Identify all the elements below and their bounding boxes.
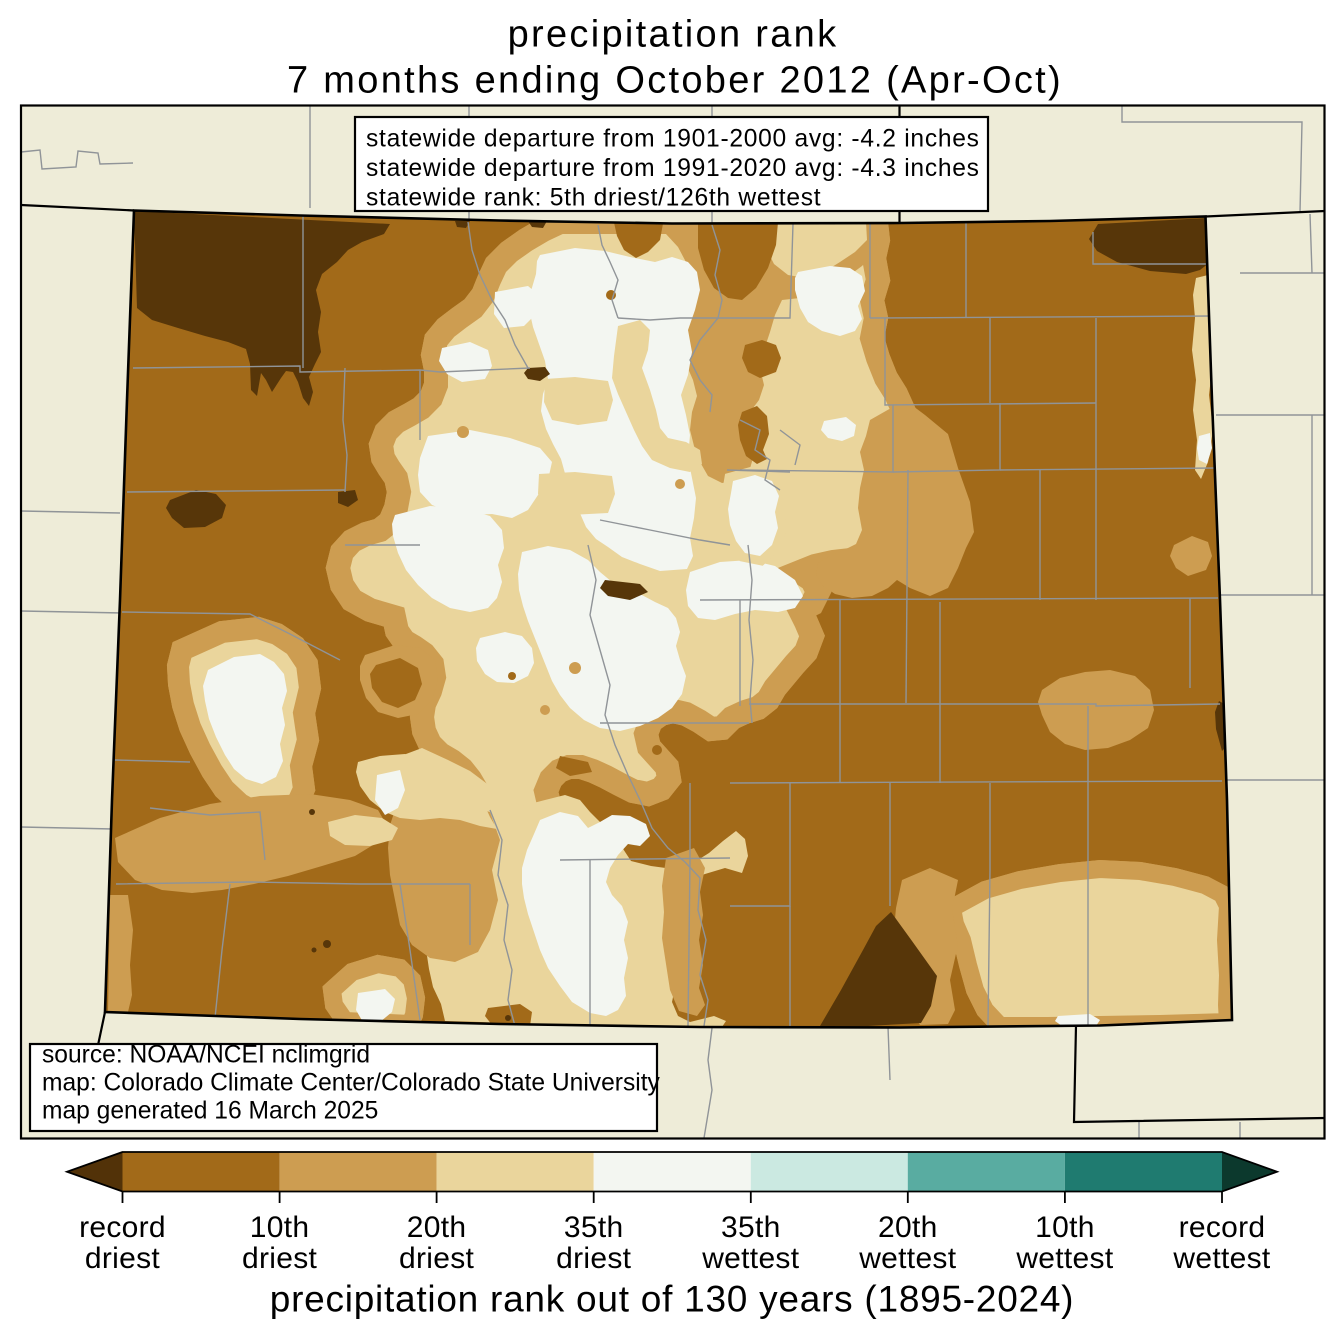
svg-text:driest: driest xyxy=(242,1242,318,1275)
svg-text:wettest: wettest xyxy=(701,1242,800,1275)
svg-text:wettest: wettest xyxy=(858,1242,957,1275)
svg-text:statewide departure from 1991-: statewide departure from 1991-2020 avg: … xyxy=(366,155,980,182)
svg-text:driest: driest xyxy=(556,1242,632,1275)
svg-text:wettest: wettest xyxy=(1172,1242,1271,1275)
svg-text:statewide departure from 1901-: statewide departure from 1901-2000 avg: … xyxy=(366,126,980,153)
svg-text:wettest: wettest xyxy=(1015,1242,1114,1275)
svg-text:record: record xyxy=(79,1211,166,1244)
svg-text:precipitation rank out of 130: precipitation rank out of 130 years (189… xyxy=(270,1279,1075,1320)
svg-text:35th: 35th xyxy=(721,1211,781,1244)
svg-text:driest: driest xyxy=(85,1242,161,1275)
svg-text:map generated 16 March 2025: map generated 16 March 2025 xyxy=(42,1098,378,1125)
svg-text:20th: 20th xyxy=(878,1211,938,1244)
svg-text:10th: 10th xyxy=(1035,1211,1095,1244)
svg-text:source: NOAA/NCEI nclimgrid: source: NOAA/NCEI nclimgrid xyxy=(42,1042,370,1069)
svg-text:record: record xyxy=(1179,1211,1266,1244)
svg-text:35th: 35th xyxy=(564,1211,624,1244)
svg-text:precipitation rank: precipitation rank xyxy=(508,14,839,56)
svg-text:10th: 10th xyxy=(250,1211,310,1244)
svg-text:statewide rank: 5th driest/126: statewide rank: 5th driest/126th wettest xyxy=(366,185,821,212)
svg-text:7 months ending October 2012 (: 7 months ending October 2012 (Apr-Oct) xyxy=(287,59,1063,101)
svg-text:driest: driest xyxy=(399,1242,475,1275)
svg-text:map: Colorado Climate Center/C: map: Colorado Climate Center/Colorado St… xyxy=(42,1070,661,1097)
svg-text:20th: 20th xyxy=(407,1211,467,1244)
